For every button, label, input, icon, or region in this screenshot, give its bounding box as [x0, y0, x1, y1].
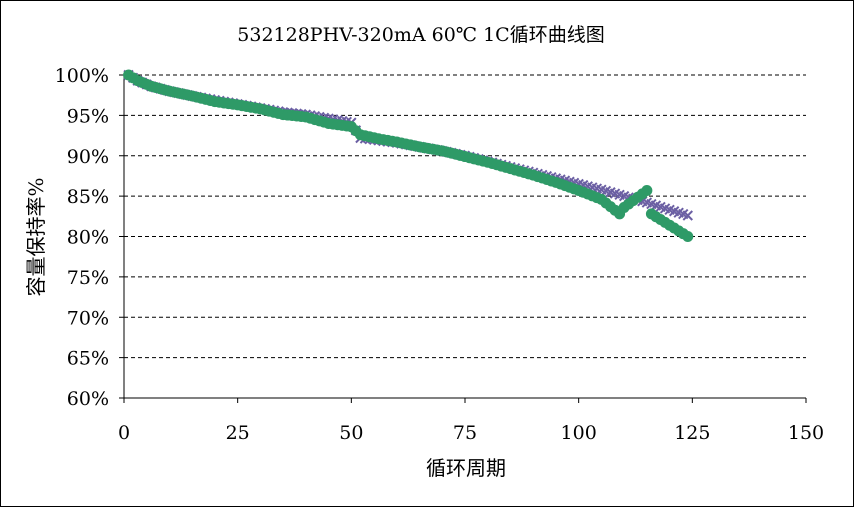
data-point — [682, 210, 693, 221]
series-2 — [123, 69, 694, 242]
x-axis-label: 循环周期 — [426, 456, 506, 480]
x-tick-label-50: 50 — [339, 422, 363, 444]
x-tick-label-125: 125 — [674, 422, 710, 444]
y-tick-label-60: 60% — [67, 388, 109, 410]
x-tick-label-75: 75 — [453, 422, 477, 444]
axes — [119, 74, 807, 403]
y-tick-label-85: 85% — [67, 186, 109, 208]
y-tick-label-70: 70% — [67, 307, 109, 329]
y-tick-labels: 60% 65% 70% 75% 80% 85% 90% 95% 100% — [55, 65, 109, 410]
y-tick-label-90: 90% — [67, 146, 109, 168]
y-axis-label: 容量保持率% — [24, 177, 48, 296]
x-tick-label-25: 25 — [226, 422, 250, 444]
data-point — [682, 231, 694, 242]
x-tick-label-150: 150 — [788, 422, 824, 444]
data-point — [641, 184, 653, 196]
y-tick-label-65: 65% — [67, 348, 109, 370]
y-tick-label-100: 100% — [55, 65, 109, 87]
x-tick-labels: 0 25 50 75 100 125 150 — [118, 422, 824, 444]
grid-lines — [124, 74, 806, 359]
chart-title: 532128PHV-320mA 60℃ 1C循环曲线图 — [237, 24, 604, 46]
x-tick-label-0: 0 — [118, 422, 130, 444]
y-tick-label-75: 75% — [67, 267, 109, 289]
data-series — [123, 69, 694, 242]
y-tick-label-95: 95% — [67, 105, 109, 127]
x-tick-label-100: 100 — [561, 422, 597, 444]
y-tick-label-80: 80% — [67, 227, 109, 249]
